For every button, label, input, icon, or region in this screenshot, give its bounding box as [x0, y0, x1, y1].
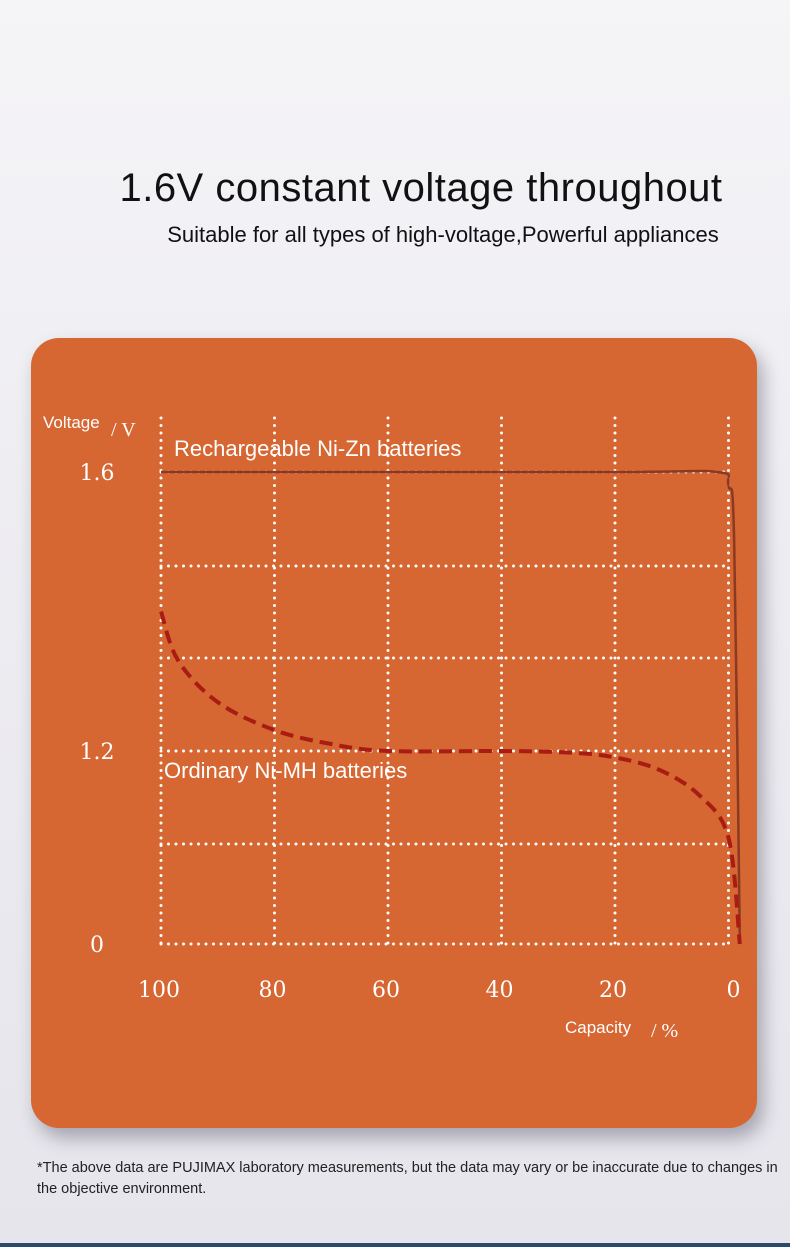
series-lines	[159, 469, 742, 945]
x-tick-label: 60	[372, 978, 400, 1003]
x-tick-label: 20	[599, 978, 627, 1003]
x-axis-label-word: Capacity	[565, 1018, 632, 1037]
chart-panel: Rechargeable Ni-Zn batteries Ordinary Ni-…	[31, 338, 757, 1128]
series-label-ni-zn: Rechargeable Ni-Zn batteries	[174, 436, 461, 461]
series-line-ni-zn	[161, 469, 742, 945]
bottom-accent-bar	[0, 1243, 790, 1247]
chart-labels: Rechargeable Ni-Zn batteries Ordinary Ni-…	[43, 413, 741, 1042]
x-tick-label: 40	[486, 978, 514, 1003]
y-tick-label: 1.6	[80, 461, 115, 486]
x-tick-label: 0	[727, 978, 741, 1003]
y-axis-label-unit: / V	[111, 419, 136, 441]
y-axis-label-word: Voltage	[43, 413, 100, 432]
grid-lines	[159, 416, 733, 946]
y-tick-label: 0	[90, 933, 104, 958]
page-title: 1.6V constant voltage throughout	[119, 166, 723, 210]
x-tick-label: 80	[259, 978, 287, 1003]
page-subtitle: Suitable for all types of high-voltage,P…	[167, 222, 719, 247]
x-tick-label: 100	[138, 978, 180, 1003]
voltage-capacity-chart: Rechargeable Ni-Zn batteries Ordinary Ni-…	[43, 413, 742, 1042]
series-label-ni-mh: Ordinary Ni-MH batteries	[164, 758, 407, 783]
series-line-ni-mh	[159, 610, 742, 945]
y-tick-label: 1.2	[80, 740, 115, 765]
disclaimer-footnote: *The above data are PUJIMAX laboratory m…	[37, 1160, 778, 1197]
x-axis-label-unit: / %	[651, 1020, 678, 1042]
